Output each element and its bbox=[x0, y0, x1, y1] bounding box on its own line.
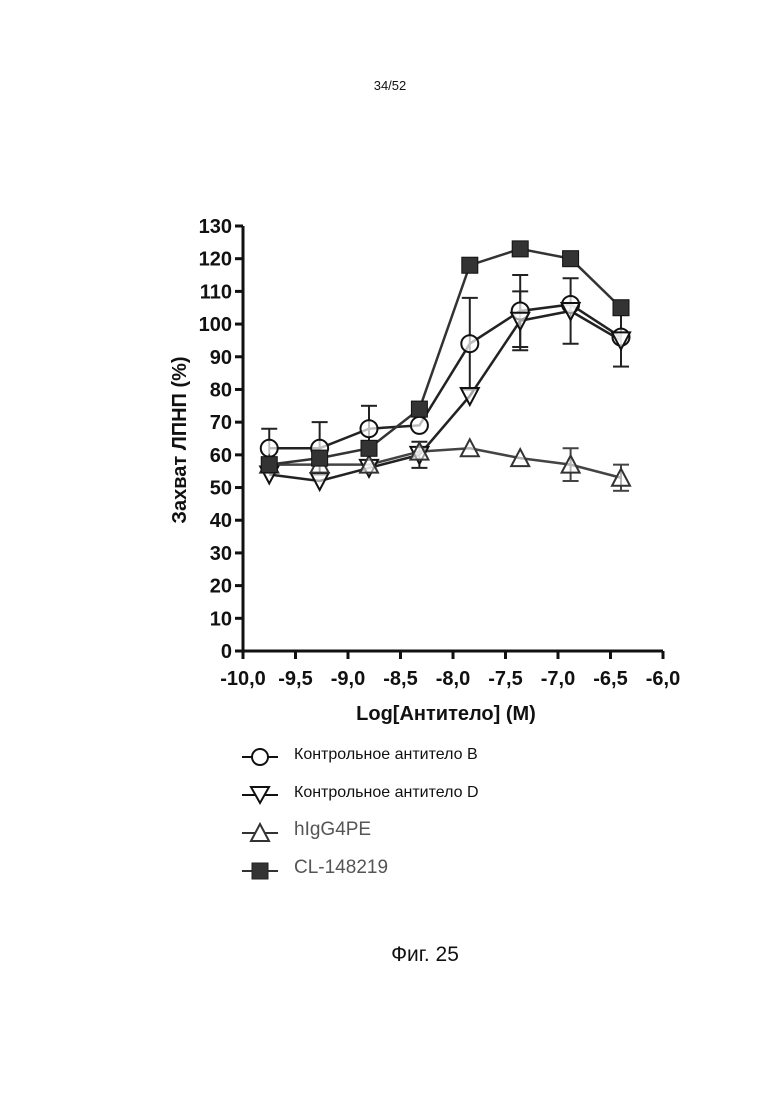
data-point bbox=[610, 466, 632, 487]
data-point bbox=[359, 419, 379, 439]
y-tick-label: 20 bbox=[210, 576, 232, 598]
x-tick-label: -9,0 bbox=[331, 668, 365, 690]
x-tick-label: -8,0 bbox=[436, 668, 470, 690]
y-tick-label: 10 bbox=[210, 608, 232, 630]
data-point bbox=[509, 446, 531, 468]
page-number: 34/52 bbox=[373, 78, 407, 93]
data-point bbox=[311, 449, 329, 467]
y-axis-label: Захват ЛПНП (%) bbox=[169, 356, 191, 523]
data-point bbox=[610, 331, 632, 352]
x-tick-label: -9,5 bbox=[278, 668, 312, 690]
data-point bbox=[509, 311, 531, 332]
y-tick-label: 50 bbox=[210, 478, 232, 500]
ldl-uptake-chart: 0 10 20 30 40 50 60 70 80 90 100 110 120 130 -10,0 -9,… bbox=[169, 216, 680, 725]
y-tick-label: 0 bbox=[221, 641, 232, 663]
legend-label: Контрольное антитело B bbox=[294, 746, 478, 763]
series-4 bbox=[269, 247, 622, 466]
data-point bbox=[562, 250, 580, 268]
x-tick-label: -7,0 bbox=[541, 668, 575, 690]
data-point bbox=[410, 400, 428, 418]
data-point bbox=[260, 456, 278, 474]
chart-axes bbox=[235, 224, 665, 659]
triangle-down-marker-icon bbox=[242, 786, 278, 806]
series-4-markers bbox=[260, 240, 630, 474]
series-line bbox=[269, 247, 622, 466]
data-point bbox=[358, 453, 380, 474]
x-tick-labels: -10,0 -9,5 -9,0 -8,5 -8,0 -7,5 -7,0 -6,5 -6,0 bbox=[220, 668, 680, 690]
data-point bbox=[360, 439, 378, 457]
data-point bbox=[612, 299, 630, 317]
y-tick-label: 80 bbox=[210, 379, 232, 401]
legend-label: CL-148219 bbox=[294, 857, 389, 878]
legend-item-cl-148219: CL-148219 bbox=[240, 852, 600, 890]
series-2 bbox=[269, 277, 629, 483]
x-tick-label: -10,0 bbox=[220, 668, 266, 690]
y-tick-labels: 0 10 20 30 40 50 60 70 80 90 100 110 120 130 bbox=[199, 216, 232, 663]
square-marker-icon bbox=[242, 862, 278, 880]
y-tick-label: 90 bbox=[210, 347, 232, 369]
legend-item-higg4pe: hIgG4PE bbox=[240, 814, 600, 852]
x-axis-label: Log[Антитело] (M) bbox=[356, 703, 536, 725]
data-point bbox=[459, 387, 481, 408]
data-point bbox=[511, 240, 529, 258]
data-point bbox=[408, 440, 431, 461]
x-tick-label: -7,5 bbox=[488, 668, 522, 690]
y-tick-label: 70 bbox=[210, 412, 232, 434]
data-point bbox=[559, 453, 582, 474]
legend-label: hIgG4PE bbox=[294, 819, 372, 840]
y-tick-label: 60 bbox=[210, 445, 232, 467]
data-point bbox=[460, 334, 480, 354]
y-tick-label: 130 bbox=[199, 216, 232, 238]
circle-marker-icon bbox=[242, 748, 278, 766]
triangle-up-marker-icon bbox=[242, 821, 278, 842]
series-line bbox=[269, 309, 622, 483]
legend-item-control-antibody-d: Контрольное антитело D bbox=[240, 776, 600, 814]
data-point bbox=[308, 472, 331, 493]
legend-label: Контрольное антитело D bbox=[294, 784, 479, 801]
data-point bbox=[559, 302, 582, 323]
plot-area bbox=[258, 240, 632, 493]
data-point bbox=[459, 437, 481, 458]
y-tick-label: 40 bbox=[210, 510, 232, 532]
chart-legend: Контрольное антитело B Контрольное антит… bbox=[240, 738, 600, 890]
series-1-markers bbox=[259, 294, 631, 458]
figure-caption: Фиг. 25 bbox=[391, 943, 459, 966]
legend-item-control-antibody-b: Контрольное антитело B bbox=[240, 738, 600, 776]
x-tick-label: -8,5 bbox=[383, 668, 417, 690]
data-point bbox=[461, 256, 479, 274]
x-tick-label: -6,5 bbox=[593, 668, 627, 690]
y-tick-label: 120 bbox=[199, 249, 232, 271]
x-tick-label: -6,0 bbox=[646, 668, 680, 690]
y-tick-label: 30 bbox=[210, 543, 232, 565]
y-tick-label: 100 bbox=[199, 314, 232, 336]
data-point bbox=[409, 415, 429, 435]
y-tick-label: 110 bbox=[200, 281, 232, 303]
